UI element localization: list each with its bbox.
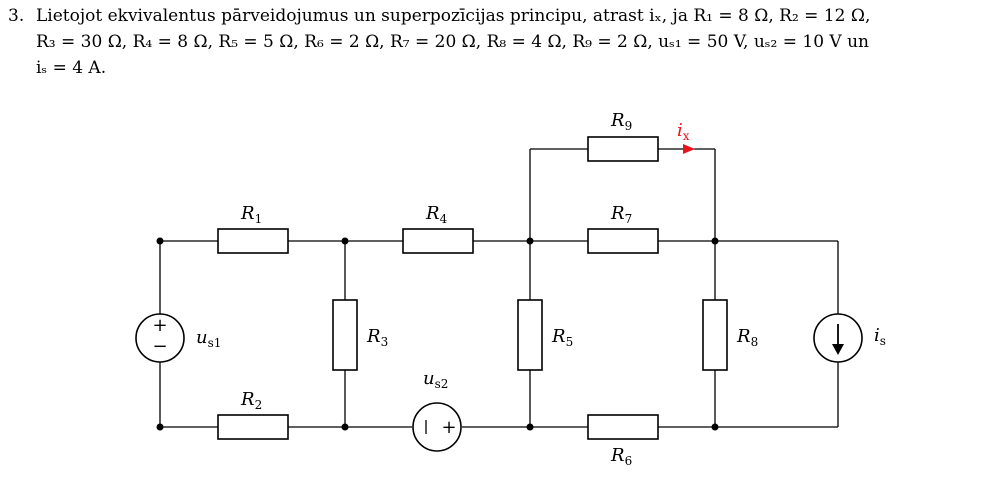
resistor-r4 bbox=[402, 228, 474, 254]
resistor-r6 bbox=[587, 414, 659, 440]
label-ix: ix bbox=[677, 120, 690, 143]
voltage-source-us1: + − bbox=[135, 313, 185, 363]
label-r8: R8 bbox=[736, 326, 758, 349]
label-is: is bbox=[874, 325, 886, 348]
label-r4: R4 bbox=[425, 203, 448, 226]
resistor-r5 bbox=[517, 299, 543, 371]
us1-plus-sign: + bbox=[152, 315, 167, 336]
resistor-r3 bbox=[332, 299, 358, 371]
resistor-r9 bbox=[587, 136, 659, 162]
problem-number: 3. bbox=[8, 6, 25, 26]
us1-minus-sign: − bbox=[152, 336, 167, 357]
label-r1: R1 bbox=[240, 203, 262, 226]
label-r9: R9 bbox=[610, 110, 632, 133]
label-us1: us1 bbox=[196, 327, 221, 350]
problem-line-1: Lietojot ekvivalentus pārveidojumus un s… bbox=[36, 6, 871, 26]
label-r3: R3 bbox=[366, 326, 388, 349]
label-r2: R2 bbox=[240, 389, 262, 412]
resistor-r1 bbox=[217, 228, 289, 254]
label-us2: us2 bbox=[423, 368, 448, 391]
us2-plus-sign: + bbox=[441, 417, 456, 438]
label-r7: R7 bbox=[610, 203, 632, 226]
problem-line-2: R₃ = 30 Ω, R₄ = 8 Ω, R₅ = 5 Ω, R₆ = 2 Ω,… bbox=[36, 32, 869, 52]
circuit-nodes bbox=[156, 237, 719, 431]
label-r6: R6 bbox=[610, 445, 632, 468]
resistor-r8 bbox=[702, 299, 728, 371]
label-r5: R5 bbox=[551, 326, 573, 349]
resistor-r7 bbox=[587, 228, 659, 254]
current-source-is bbox=[813, 313, 863, 363]
voltage-source-us2: + bbox=[412, 402, 462, 452]
ix-arrow bbox=[683, 144, 695, 154]
resistor-r2 bbox=[217, 414, 289, 440]
circuit-wires bbox=[159, 148, 839, 428]
problem-line-3: iₛ = 4 A. bbox=[36, 58, 107, 78]
